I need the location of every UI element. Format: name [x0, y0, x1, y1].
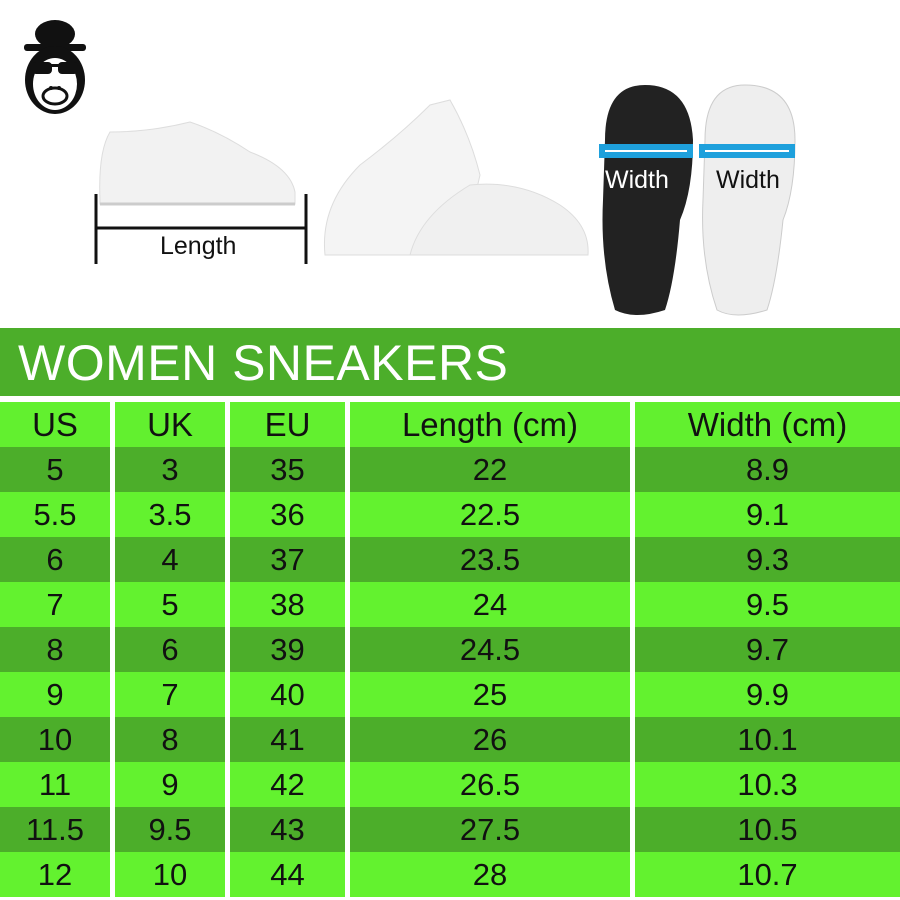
cell-uk: 5: [115, 582, 230, 627]
cell-eu: 36: [230, 492, 350, 537]
header-eu: EU: [230, 402, 350, 447]
cell-us: 7: [0, 582, 115, 627]
cell-width: 9.3: [635, 537, 900, 582]
table-header-row: US UK EU Length (cm) Width (cm): [0, 402, 900, 447]
soles-icon: [599, 84, 796, 316]
cell-us: 12: [0, 852, 115, 897]
length-label: Length: [160, 232, 237, 260]
cell-us: 6: [0, 537, 115, 582]
cell-length: 27.5: [350, 807, 635, 852]
cell-width: 10.1: [635, 717, 900, 762]
cell-length: 23.5: [350, 537, 635, 582]
table-row: 7 5 38 24 9.5: [0, 582, 900, 627]
cell-length: 24.5: [350, 627, 635, 672]
cell-eu: 35: [230, 447, 350, 492]
chart-title: WOMEN SNEAKERS: [18, 335, 509, 391]
cell-us: 5: [0, 447, 115, 492]
cell-width: 9.1: [635, 492, 900, 537]
cell-uk: 3.5: [115, 492, 230, 537]
cell-uk: 10: [115, 852, 230, 897]
product-images: Length Width Width: [0, 0, 900, 325]
cell-width: 9.9: [635, 672, 900, 717]
cell-eu: 40: [230, 672, 350, 717]
table-row: 11.5 9.5 43 27.5 10.5: [0, 807, 900, 852]
cell-eu: 44: [230, 852, 350, 897]
cell-uk: 9: [115, 762, 230, 807]
table-row: 8 6 39 24.5 9.7: [0, 627, 900, 672]
cell-uk: 4: [115, 537, 230, 582]
cell-us: 9: [0, 672, 115, 717]
cell-eu: 43: [230, 807, 350, 852]
table-row: 9 7 40 25 9.9: [0, 672, 900, 717]
cell-uk: 9.5: [115, 807, 230, 852]
cell-us: 10: [0, 717, 115, 762]
cell-us: 11.5: [0, 807, 115, 852]
monkey-logo-icon: [24, 20, 86, 114]
sneaker-pair-icon: [323, 99, 589, 256]
cell-us: 8: [0, 627, 115, 672]
header-length: Length (cm): [350, 402, 635, 447]
cell-uk: 3: [115, 447, 230, 492]
cell-length: 25: [350, 672, 635, 717]
width-label-dark-sole: Width: [605, 166, 669, 194]
width-label-white-sole: Width: [716, 166, 780, 194]
cell-length: 28: [350, 852, 635, 897]
table-row: 12 10 44 28 10.7: [0, 852, 900, 897]
cell-length: 24: [350, 582, 635, 627]
title-bar: WOMEN SNEAKERS: [0, 328, 900, 396]
cell-eu: 41: [230, 717, 350, 762]
cell-us: 5.5: [0, 492, 115, 537]
header-width: Width (cm): [635, 402, 900, 447]
length-diagram-icon: [94, 121, 308, 264]
cell-uk: 6: [115, 627, 230, 672]
cell-us: 11: [0, 762, 115, 807]
table-row: 10 8 41 26 10.1: [0, 717, 900, 762]
cell-length: 26.5: [350, 762, 635, 807]
cell-length: 22.5: [350, 492, 635, 537]
cell-eu: 42: [230, 762, 350, 807]
size-chart: WOMEN SNEAKERS US UK EU Length (cm) Widt…: [0, 325, 900, 900]
cell-eu: 37: [230, 537, 350, 582]
cell-width: 10.7: [635, 852, 900, 897]
cell-width: 10.3: [635, 762, 900, 807]
header-us: US: [0, 402, 115, 447]
table-row: 6 4 37 23.5 9.3: [0, 537, 900, 582]
cell-eu: 38: [230, 582, 350, 627]
table-row: 5.5 3.5 36 22.5 9.1: [0, 492, 900, 537]
cell-uk: 8: [115, 717, 230, 762]
header-uk: UK: [115, 402, 230, 447]
size-table: US UK EU Length (cm) Width (cm) 5 3 35 22 8.…: [0, 402, 900, 897]
cell-eu: 39: [230, 627, 350, 672]
cell-length: 26: [350, 717, 635, 762]
cell-width: 8.9: [635, 447, 900, 492]
cell-width: 9.7: [635, 627, 900, 672]
cell-uk: 7: [115, 672, 230, 717]
table-row: 11 9 42 26.5 10.3: [0, 762, 900, 807]
cell-width: 10.5: [635, 807, 900, 852]
cell-length: 22: [350, 447, 635, 492]
table-row: 5 3 35 22 8.9: [0, 447, 900, 492]
cell-width: 9.5: [635, 582, 900, 627]
